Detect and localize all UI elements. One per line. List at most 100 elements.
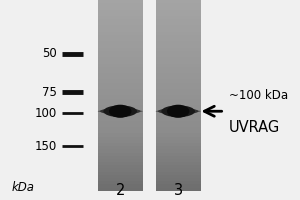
Bar xyxy=(98,79,143,83)
Bar xyxy=(98,133,143,137)
Bar xyxy=(156,143,201,146)
Bar xyxy=(156,38,201,41)
Text: kDa: kDa xyxy=(12,181,34,194)
Bar xyxy=(98,111,143,114)
Text: 150: 150 xyxy=(34,140,56,153)
Bar xyxy=(156,79,201,83)
Bar xyxy=(98,35,143,38)
Bar xyxy=(98,10,143,13)
Bar xyxy=(156,29,201,32)
Bar xyxy=(156,99,201,102)
Ellipse shape xyxy=(167,105,189,118)
Bar xyxy=(98,3,143,6)
Bar xyxy=(98,57,143,60)
Bar xyxy=(156,44,201,48)
Text: 2: 2 xyxy=(116,183,125,198)
Bar xyxy=(156,149,201,153)
Bar xyxy=(156,124,201,127)
Ellipse shape xyxy=(156,110,201,113)
Bar xyxy=(98,86,143,89)
Bar xyxy=(98,64,143,67)
Bar xyxy=(98,114,143,118)
Bar xyxy=(98,175,143,178)
Bar xyxy=(98,165,143,168)
Bar xyxy=(156,6,201,10)
Bar xyxy=(156,137,201,140)
Bar xyxy=(156,54,201,57)
Bar xyxy=(156,73,201,76)
Bar xyxy=(156,57,201,60)
Bar xyxy=(98,51,143,54)
Bar xyxy=(98,6,143,10)
Bar xyxy=(156,41,201,44)
Bar xyxy=(98,13,143,16)
Bar xyxy=(156,188,201,191)
Bar xyxy=(98,99,143,102)
Bar xyxy=(156,165,201,168)
Text: 75: 75 xyxy=(42,86,56,99)
Bar xyxy=(98,60,143,64)
Bar xyxy=(156,76,201,79)
Ellipse shape xyxy=(100,108,140,115)
Bar xyxy=(98,19,143,22)
Bar xyxy=(156,22,201,25)
Bar xyxy=(156,156,201,159)
Bar xyxy=(156,153,201,156)
Bar xyxy=(98,178,143,181)
Ellipse shape xyxy=(103,105,137,117)
Bar xyxy=(156,35,201,38)
Bar xyxy=(156,48,201,51)
Bar xyxy=(98,89,143,92)
Bar xyxy=(156,146,201,149)
Bar xyxy=(156,121,201,124)
Bar xyxy=(98,25,143,29)
Bar xyxy=(98,159,143,162)
Bar xyxy=(156,114,201,118)
Bar xyxy=(98,22,143,25)
Bar xyxy=(98,108,143,111)
Bar xyxy=(98,16,143,19)
Ellipse shape xyxy=(158,108,198,115)
Bar xyxy=(98,54,143,57)
Bar xyxy=(156,168,201,172)
Bar xyxy=(156,178,201,181)
Bar xyxy=(98,70,143,73)
Bar xyxy=(98,172,143,175)
Bar xyxy=(156,3,201,6)
Bar xyxy=(98,29,143,32)
Bar xyxy=(156,162,201,165)
Bar xyxy=(98,130,143,133)
Bar xyxy=(156,159,201,162)
Bar xyxy=(156,64,201,67)
Bar xyxy=(156,108,201,111)
Bar xyxy=(98,149,143,153)
Text: UVRAG: UVRAG xyxy=(229,120,280,135)
Bar xyxy=(98,146,143,149)
Bar xyxy=(156,32,201,35)
Bar xyxy=(98,162,143,165)
Bar xyxy=(156,127,201,130)
Bar xyxy=(98,83,143,86)
Bar xyxy=(156,111,201,114)
Bar xyxy=(156,86,201,89)
Bar xyxy=(98,153,143,156)
Text: ~100 kDa: ~100 kDa xyxy=(229,89,288,102)
Bar xyxy=(156,0,201,3)
Bar xyxy=(156,95,201,99)
Text: 100: 100 xyxy=(34,107,56,120)
Bar xyxy=(156,172,201,175)
Bar xyxy=(98,95,143,99)
Bar xyxy=(98,38,143,41)
Bar xyxy=(98,184,143,188)
Text: 50: 50 xyxy=(42,47,56,60)
Bar xyxy=(98,76,143,79)
Bar xyxy=(156,83,201,86)
Bar xyxy=(156,13,201,16)
Bar xyxy=(156,140,201,143)
Bar xyxy=(98,73,143,76)
Bar xyxy=(156,105,201,108)
Bar xyxy=(98,137,143,140)
Bar xyxy=(156,70,201,73)
Bar xyxy=(98,188,143,191)
Bar xyxy=(156,133,201,137)
